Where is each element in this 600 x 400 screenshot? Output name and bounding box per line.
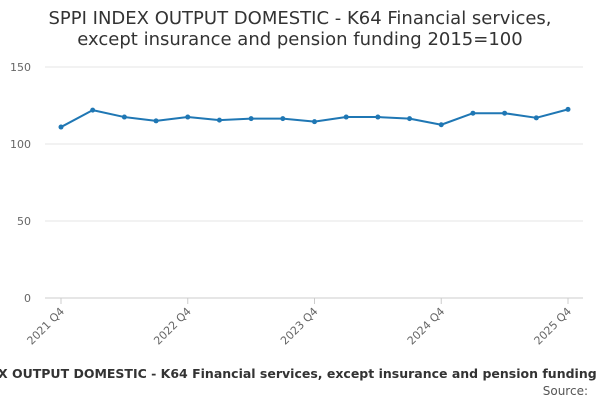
data-point-2022-q3[interactable]	[153, 118, 159, 124]
source-label: Source:	[542, 384, 588, 398]
legend-series-name: SPPI INDEX OUTPUT DOMESTIC - K64 Financi…	[0, 366, 600, 381]
gridlines	[45, 66, 583, 299]
x-tick-label-2022-q4: 2022 Q4	[151, 305, 194, 348]
data-point-2025-q2[interactable]	[502, 110, 508, 116]
data-point-2022-q4[interactable]	[185, 114, 191, 120]
data-point-2025-q1[interactable]	[470, 110, 476, 116]
y-tick-label-50: 50	[17, 215, 31, 228]
data-point-2023-q3[interactable]	[280, 116, 286, 122]
x-tick-label-2023-q4: 2023 Q4	[278, 305, 321, 348]
data-point-2024-q1[interactable]	[343, 114, 349, 120]
data-point-2022-q1[interactable]	[90, 107, 96, 113]
data-point-2021-q4[interactable]	[58, 124, 64, 130]
data-point-2024-q2[interactable]	[375, 114, 381, 120]
y-tick-label-0: 0	[24, 292, 31, 305]
data-point-2025-q3[interactable]	[533, 115, 539, 121]
x-tick-label-2025-q4: 2025 Q4	[532, 305, 575, 348]
data-point-2023-q2[interactable]	[248, 116, 254, 122]
series-line-0	[60, 108, 569, 128]
chart-title: SPPI INDEX OUTPUT DOMESTIC - K64 Financi…	[0, 8, 600, 50]
y-tick-label-150: 150	[10, 61, 31, 74]
data-point-2022-q2[interactable]	[121, 114, 127, 120]
chart-title-line-2: except insurance and pension funding 201…	[77, 29, 523, 50]
data-point-2024-q4[interactable]	[438, 122, 444, 128]
y-tick-label-100: 100	[10, 138, 31, 151]
y-axis-ticks: 0 50 100 150	[10, 61, 31, 305]
x-tick-label-2021-q4: 2021 Q4	[25, 305, 68, 348]
data-point-2024-q3[interactable]	[407, 116, 413, 122]
chart-title-line-1: SPPI INDEX OUTPUT DOMESTIC - K64 Financi…	[48, 8, 552, 29]
x-tick-label-2024-q4: 2024 Q4	[405, 305, 448, 348]
x-axis-ticks: 2021 Q4 2022 Q4 2023 Q4 2024 Q4 2025 Q4	[25, 298, 575, 348]
data-point-2023-q4[interactable]	[312, 119, 317, 125]
data-point-2023-q1[interactable]	[216, 117, 222, 123]
series-layer	[58, 106, 571, 130]
data-point-2025-q4[interactable]	[565, 106, 571, 112]
